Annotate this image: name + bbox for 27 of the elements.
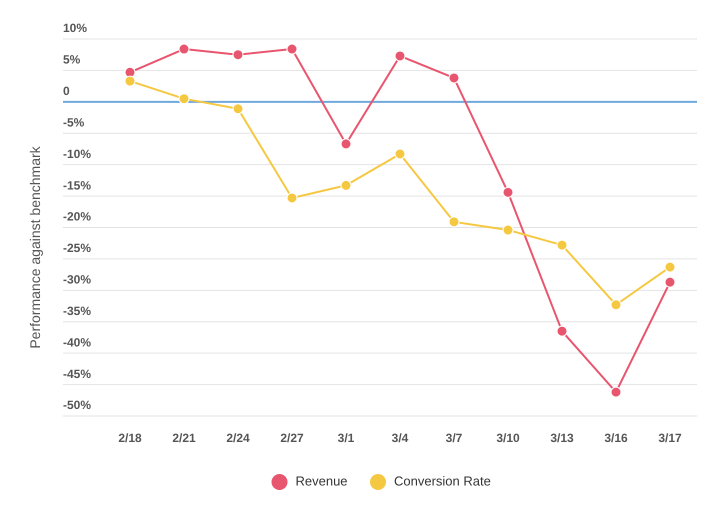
x-tick-label: 2/21: [172, 431, 196, 445]
x-tick-label: 3/13: [550, 431, 574, 445]
x-tick-label: 3/10: [496, 431, 520, 445]
y-tick-label: -10%: [63, 146, 92, 161]
x-tick-label: 2/18: [118, 431, 142, 445]
legend-label: Revenue: [296, 473, 348, 488]
x-tick-label: 3/7: [446, 431, 463, 445]
y-tick-label: -15%: [63, 178, 92, 192]
x-tick-label: 3/16: [604, 431, 628, 445]
y-tick-label: 0: [63, 84, 70, 98]
y-tick-label: -35%: [63, 304, 92, 318]
y-tick-label: -40%: [63, 335, 92, 350]
x-tick-label: 3/4: [392, 431, 409, 445]
y-axis-title: Performance against benchmark: [27, 145, 43, 349]
x-tick-label: 3/1: [338, 431, 355, 445]
x-tick-label: 2/24: [226, 431, 250, 445]
y-tick-label: -50%: [63, 398, 92, 412]
y-tick-label: 10%: [63, 21, 88, 36]
y-tick-label: -5%: [63, 115, 85, 130]
y-tick-label: -20%: [63, 210, 92, 224]
legend-label: Conversion Rate: [394, 473, 491, 488]
y-tick-label: -30%: [63, 272, 92, 287]
x-tick-label: 3/17: [658, 431, 682, 445]
y-tick-label: 5%: [63, 52, 81, 67]
y-tick-label: -25%: [63, 241, 92, 256]
y-tick-label: -45%: [63, 366, 92, 381]
x-tick-label: 2/27: [280, 431, 304, 445]
